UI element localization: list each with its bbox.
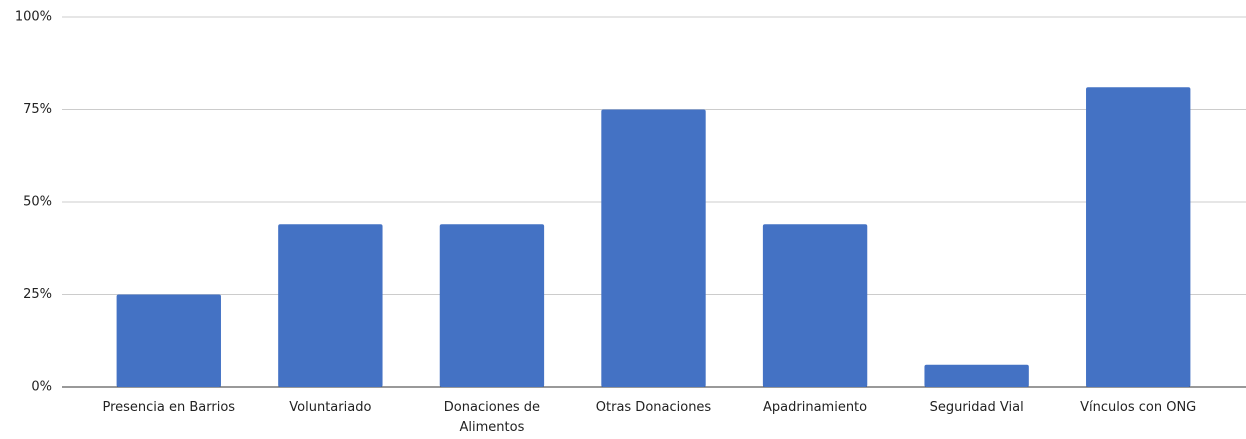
bar — [924, 364, 1029, 387]
bar — [278, 224, 383, 387]
x-tick-label: Apadrinamiento — [763, 400, 868, 415]
y-tick-label: 50% — [23, 195, 52, 210]
bar — [601, 109, 706, 387]
x-tick-label: Seguridad Vial — [929, 400, 1024, 415]
bar — [1086, 87, 1191, 388]
x-tick-label: Voluntariado — [289, 400, 372, 415]
x-tick-label: Donaciones de Alimentos — [443, 400, 541, 435]
y-tick-label: 75% — [23, 102, 52, 117]
x-tick-label: Presencia en Barrios — [102, 400, 236, 415]
y-tick-label: 100% — [15, 10, 52, 25]
bar — [762, 224, 868, 387]
bar — [439, 224, 545, 387]
bar — [116, 294, 221, 387]
x-tick-label: Otras Donaciones — [595, 400, 712, 415]
y-tick-label: 25% — [23, 287, 52, 302]
x-tick-label: Vínculos con ONG — [1080, 400, 1197, 415]
y-tick-label: 0% — [31, 380, 52, 395]
